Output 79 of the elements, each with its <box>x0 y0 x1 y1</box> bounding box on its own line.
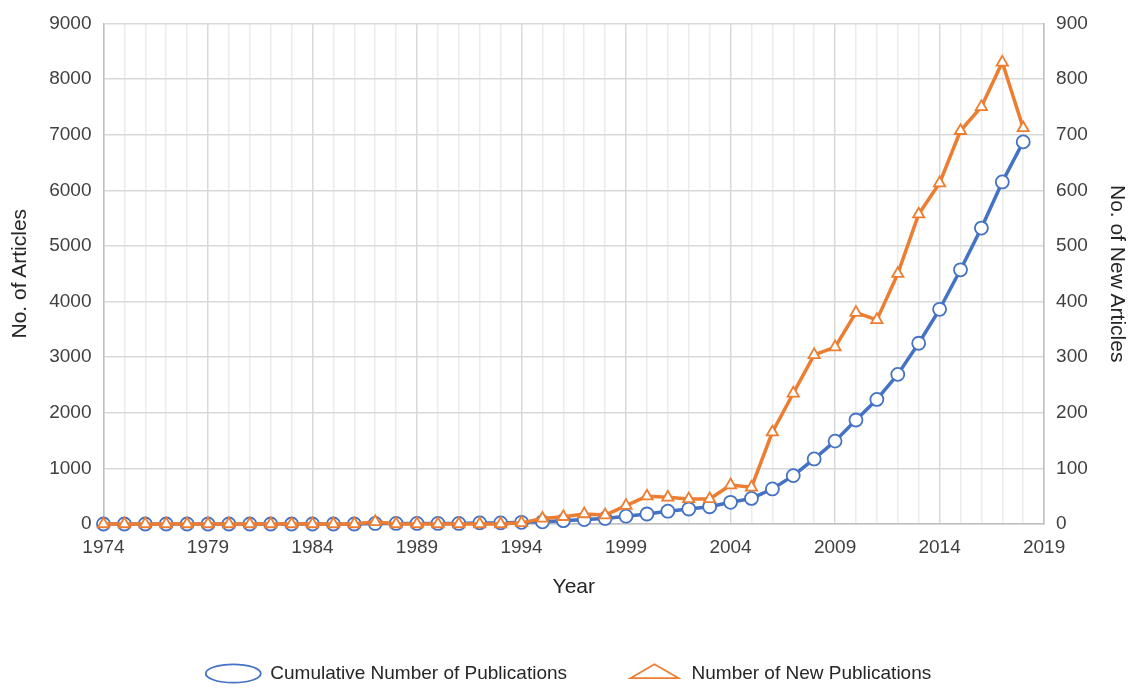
point <box>869 392 885 407</box>
point <box>368 514 382 526</box>
point <box>598 507 612 520</box>
point <box>891 266 905 278</box>
point <box>973 220 989 236</box>
x-tick-label: 1974 <box>82 535 126 557</box>
y-tick-label: 9000 <box>49 11 92 33</box>
point <box>744 479 758 492</box>
y2-tick-label: 700 <box>1056 122 1088 144</box>
y-tick-label: 8000 <box>49 67 92 89</box>
point <box>619 498 633 510</box>
x-tick-label: 1979 <box>186 535 230 557</box>
point <box>1016 120 1030 133</box>
point <box>640 488 654 501</box>
y-tick-label: 4000 <box>49 289 92 311</box>
y-tick-label: 6000 <box>49 178 92 200</box>
point <box>870 312 884 325</box>
y-tick-label: 7000 <box>49 122 92 144</box>
y2-tick-label: 600 <box>1056 178 1088 200</box>
legend-label: Number of New Publications <box>691 661 932 683</box>
point <box>723 494 738 510</box>
y2-tick-label: 100 <box>1056 456 1088 478</box>
point <box>953 262 968 278</box>
point <box>995 54 1009 67</box>
point <box>912 206 926 219</box>
x-tick-label: 2004 <box>709 535 753 557</box>
point <box>974 99 988 111</box>
y-tick-label: 5000 <box>49 234 92 256</box>
y2-tick-label: 800 <box>1056 67 1088 89</box>
point <box>827 433 843 449</box>
point <box>786 385 800 398</box>
point <box>744 491 759 506</box>
y-tick-label: 1000 <box>49 456 92 478</box>
point <box>765 424 779 437</box>
point <box>911 335 927 351</box>
point <box>724 477 738 490</box>
point <box>933 175 947 188</box>
x-tick-label: 1984 <box>291 535 335 557</box>
x-tick-label: 1989 <box>395 535 439 557</box>
point <box>953 123 968 135</box>
point <box>682 491 696 504</box>
x-tick-label: 2014 <box>918 535 962 557</box>
point <box>828 339 842 352</box>
point <box>1015 134 1031 150</box>
y2-tick-label: 400 <box>1056 289 1088 311</box>
y-tick-label: 2000 <box>49 400 92 422</box>
point <box>639 506 655 522</box>
point <box>806 451 822 467</box>
point <box>556 509 570 521</box>
point <box>807 347 821 360</box>
point <box>994 174 1010 190</box>
x-tick-label: 1999 <box>604 535 648 557</box>
point <box>890 366 906 382</box>
point <box>785 468 801 484</box>
y2-tick-label: 300 <box>1056 345 1088 367</box>
x-tick-label: 2009 <box>813 535 857 557</box>
x-axis-title: Year <box>552 574 595 598</box>
x-tick-label: 2019 <box>1022 535 1066 557</box>
x-tick-label: 1994 <box>500 535 544 557</box>
y2-tick-label: 0 <box>1056 512 1067 534</box>
point <box>932 301 947 317</box>
point <box>764 481 780 497</box>
y-tick-label: 3000 <box>49 345 92 367</box>
point <box>660 503 676 519</box>
y-tick-label: 0 <box>80 512 92 534</box>
point <box>849 305 863 317</box>
point <box>848 412 864 428</box>
y-axis-title: No. of Articles <box>7 208 31 339</box>
point <box>577 506 591 519</box>
y2-tick-label: 900 <box>1056 11 1088 33</box>
legend-label: Cumulative Number of Publications <box>270 661 568 683</box>
point <box>535 511 549 523</box>
point <box>618 508 634 524</box>
y2-tick-label: 500 <box>1056 234 1088 256</box>
point <box>703 491 717 504</box>
point <box>661 489 675 502</box>
y2-axis-title: No. of New Articles <box>1106 185 1130 363</box>
y2-tick-label: 200 <box>1056 400 1088 422</box>
point <box>681 501 697 517</box>
